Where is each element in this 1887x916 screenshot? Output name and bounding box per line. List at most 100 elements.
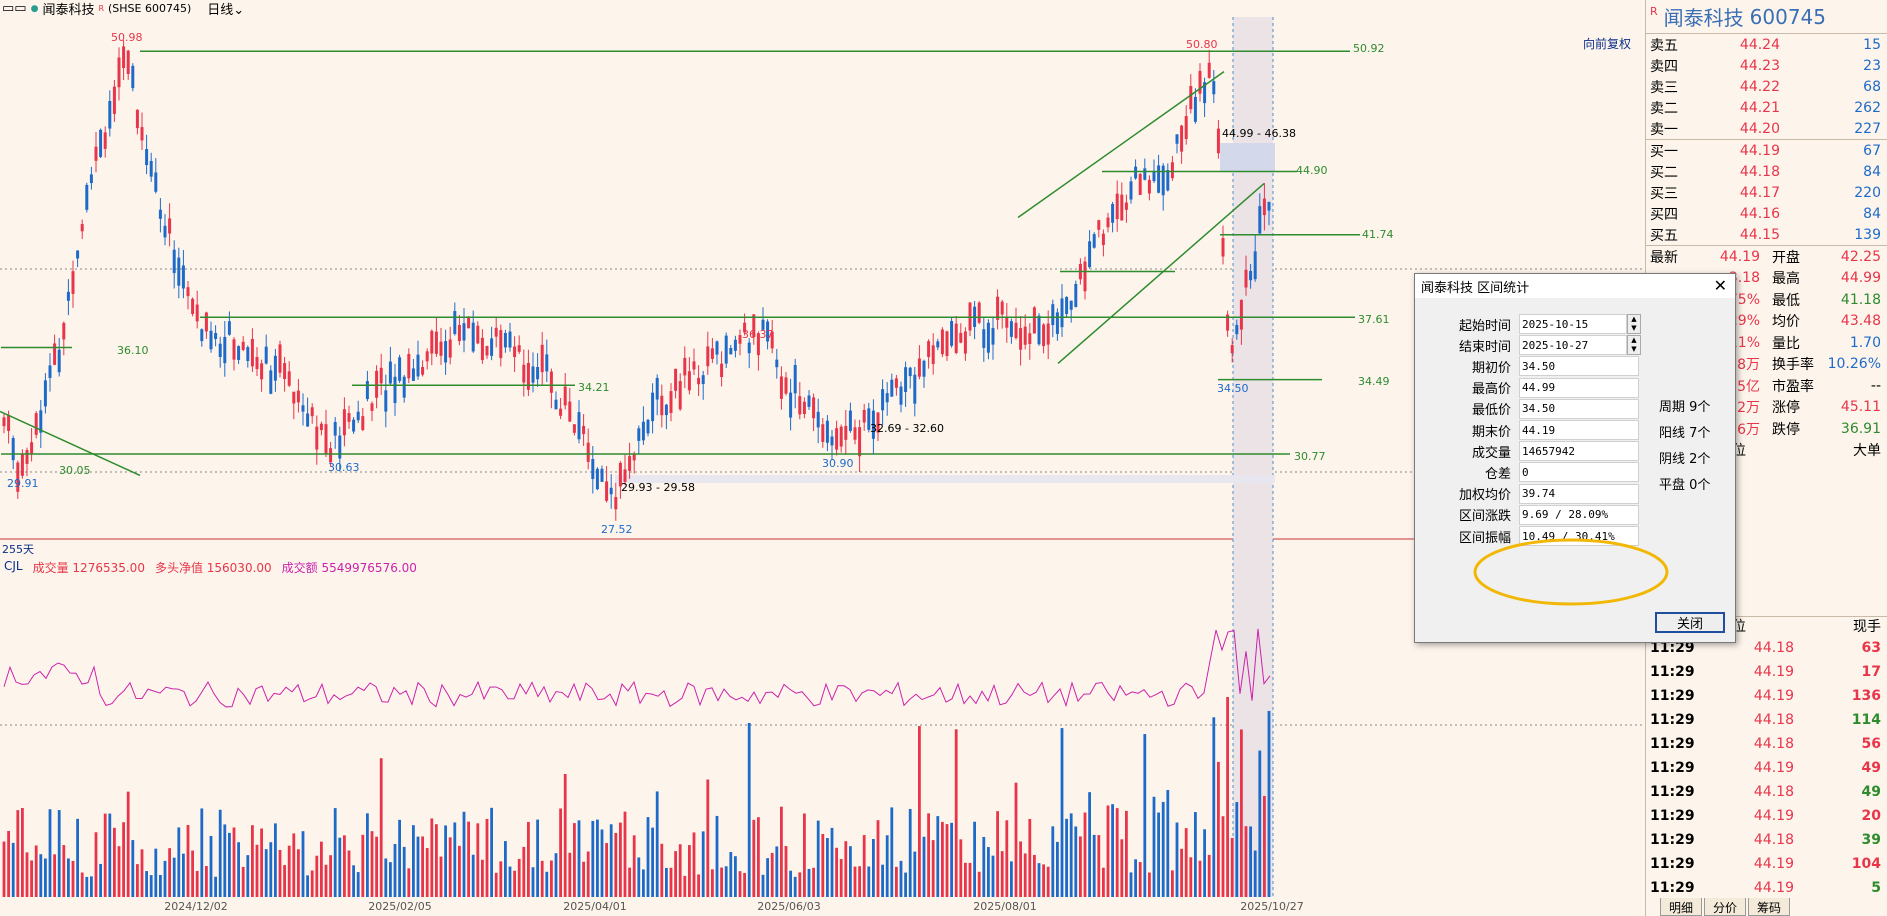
volume-bar bbox=[784, 846, 788, 897]
volume-bar bbox=[186, 824, 190, 897]
volume-bar bbox=[609, 824, 613, 897]
field-value[interactable]: 2025-10-27 bbox=[1519, 335, 1627, 356]
dialog-field-row: 仓差 0 bbox=[1447, 462, 1639, 483]
col-lot: 现手 bbox=[1853, 619, 1881, 635]
stock-title-bar: ▭▭ ● 闻泰科技 R (SHSE 600745) 日线⌄ bbox=[0, 0, 1645, 18]
volume-bar bbox=[1171, 870, 1174, 897]
link-icon[interactable]: ▭▭ bbox=[2, 1, 27, 16]
candle-body bbox=[462, 323, 466, 341]
volume-bar bbox=[149, 875, 153, 897]
candle-body bbox=[356, 411, 360, 421]
tab-price-dist[interactable]: 分价 bbox=[1704, 898, 1747, 916]
orderbook-row[interactable]: 买三 44.17 220 bbox=[1646, 182, 1887, 203]
candle-body bbox=[306, 413, 310, 427]
field-value[interactable]: 2025-10-15 bbox=[1519, 314, 1627, 334]
volume-bar bbox=[218, 809, 222, 897]
period-selector[interactable]: 日线⌄ bbox=[207, 0, 244, 18]
orderbook-row[interactable]: 买二 44.18 84 bbox=[1646, 161, 1887, 182]
quote-label2: 均价 bbox=[1772, 314, 1800, 331]
field-value[interactable]: 9.69 / 28.09% bbox=[1519, 504, 1639, 525]
tick-price: 44.18 bbox=[1753, 711, 1794, 728]
level-qty: 23 bbox=[1863, 57, 1881, 74]
orderbook-row[interactable]: 买五 44.15 139 bbox=[1646, 224, 1887, 245]
candle-body bbox=[568, 401, 572, 422]
volume-bar bbox=[1134, 859, 1137, 897]
volume-bar bbox=[94, 832, 98, 897]
field-value[interactable]: 44.99 bbox=[1519, 377, 1639, 398]
volume-bar bbox=[320, 841, 323, 897]
volume-bar bbox=[39, 854, 43, 897]
field-value[interactable]: 14657942 bbox=[1519, 441, 1639, 462]
candle-body bbox=[273, 355, 277, 381]
tick-time: 11:29 bbox=[1650, 711, 1695, 728]
field-value[interactable]: 0 bbox=[1519, 462, 1639, 483]
candle-body bbox=[508, 331, 512, 348]
candle-body bbox=[287, 371, 291, 386]
candle-body bbox=[1060, 298, 1064, 328]
tab-chips[interactable]: 筹码 bbox=[1748, 898, 1791, 916]
candle-body bbox=[600, 468, 604, 482]
quote-label2: 最高 bbox=[1772, 271, 1800, 288]
kline-chart[interactable]: 50.98 50.80 50.92 44.99 - 46.38 44.90 41.74 37… bbox=[0, 17, 1645, 916]
volume-bar bbox=[310, 870, 314, 897]
indicator-name[interactable]: CJL bbox=[4, 559, 23, 573]
chart-area[interactable]: 50.98 50.80 50.92 44.99 - 46.38 44.90 41.74 37… bbox=[0, 17, 1645, 916]
field-value[interactable]: 34.50 bbox=[1519, 356, 1639, 377]
dialog-field-row: 最高价 44.99 bbox=[1447, 377, 1639, 398]
orderbook-row[interactable]: 买一 44.19 67 bbox=[1646, 140, 1887, 161]
orderbook-row[interactable]: 卖五 44.24 15 bbox=[1646, 34, 1887, 55]
volume-bar bbox=[1230, 837, 1234, 897]
volume-bar bbox=[375, 836, 378, 897]
candle-body bbox=[858, 427, 862, 457]
volume-bar bbox=[890, 807, 894, 897]
candle-body bbox=[1023, 326, 1027, 345]
level-qty: 84 bbox=[1863, 205, 1881, 222]
candle-body bbox=[94, 146, 98, 161]
volume-bar bbox=[384, 858, 388, 897]
volume-bar bbox=[780, 806, 783, 897]
field-value[interactable]: 44.19 bbox=[1519, 420, 1639, 440]
spinner-icon[interactable]: ▲ ▼ bbox=[1627, 335, 1641, 356]
volume-bar bbox=[766, 858, 769, 897]
tab-detail[interactable]: 明细 bbox=[1660, 898, 1703, 916]
candle-body bbox=[112, 86, 116, 114]
orderbook-row[interactable]: 卖二 44.21 262 bbox=[1646, 97, 1887, 118]
field-value[interactable]: 34.50 bbox=[1519, 398, 1639, 419]
spinner-icon[interactable]: ▲ ▼ bbox=[1627, 314, 1641, 334]
volume-bar bbox=[876, 820, 880, 897]
volume-bar bbox=[2, 841, 6, 897]
field-value[interactable]: 39.74 bbox=[1519, 483, 1639, 504]
volume-bar bbox=[655, 791, 659, 897]
dialog-field-row: 期末价 44.19 bbox=[1447, 420, 1639, 440]
candle-body bbox=[830, 436, 834, 446]
forward-adjust-button[interactable]: 向前复权 bbox=[1583, 37, 1632, 51]
close-icon[interactable]: ✕ bbox=[1713, 276, 1727, 295]
volume-bar bbox=[674, 851, 677, 897]
volume-bar bbox=[591, 820, 595, 897]
candle-body bbox=[1166, 170, 1170, 191]
candle-body bbox=[1235, 324, 1239, 335]
volume-bar bbox=[453, 822, 457, 897]
tick-volume: 5 bbox=[1871, 879, 1881, 896]
candle-body bbox=[1189, 85, 1193, 110]
orderbook-row[interactable]: 卖四 44.23 23 bbox=[1646, 55, 1887, 76]
close-button[interactable]: 关闭 bbox=[1655, 612, 1725, 633]
candle-body bbox=[908, 367, 912, 377]
ask-book: 卖五 44.24 15 卖四 44.23 23 卖三 44.22 68 卖二 44.21 262 卖一 4… bbox=[1646, 34, 1887, 139]
candle-body bbox=[1230, 345, 1234, 354]
volume-bar bbox=[1244, 826, 1248, 897]
volume-bar bbox=[1263, 795, 1266, 897]
orderbook-row[interactable]: 卖一 44.20 227 bbox=[1646, 118, 1887, 139]
orderbook-row[interactable]: 卖三 44.22 68 bbox=[1646, 76, 1887, 97]
volume-bar bbox=[987, 847, 990, 897]
tick-time: 11:29 bbox=[1650, 687, 1695, 704]
volume-bar bbox=[1240, 729, 1243, 897]
candle-body bbox=[1258, 206, 1262, 234]
volume-bar bbox=[471, 854, 475, 897]
level-label: 卖二 bbox=[1650, 100, 1678, 117]
candle-body bbox=[255, 356, 259, 370]
volume-bar bbox=[1115, 808, 1119, 897]
field-label: 结束时间 bbox=[1458, 339, 1511, 355]
volume-bar bbox=[467, 821, 470, 897]
orderbook-row[interactable]: 买四 44.16 84 bbox=[1646, 203, 1887, 224]
